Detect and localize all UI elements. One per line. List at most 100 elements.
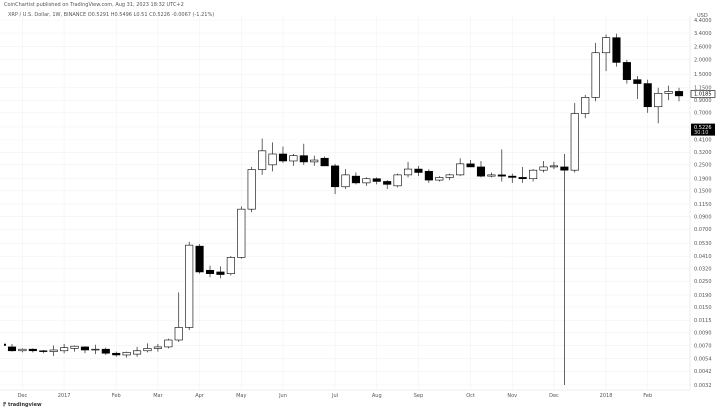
candle	[226, 256, 235, 276]
y-tick-label: 0.0070	[694, 343, 712, 349]
candle-body	[101, 348, 110, 354]
candle-body	[529, 169, 538, 180]
candle	[112, 351, 121, 357]
candle-body	[601, 37, 611, 54]
candle-body	[383, 181, 392, 185]
x-tick-label: Apr	[195, 393, 205, 399]
price-tag-outline	[690, 90, 716, 98]
x-tick-label: Feb	[643, 393, 652, 399]
x-tick-label: 2018	[600, 393, 613, 399]
candle	[456, 158, 465, 177]
candle-body	[143, 348, 152, 352]
y-tick-label: 0.0900	[694, 214, 712, 220]
candle	[445, 173, 454, 181]
candle-body	[341, 174, 350, 188]
candle	[508, 173, 517, 183]
candle-body	[174, 327, 183, 341]
candle	[122, 351, 131, 358]
tradingview-icon: ⁋	[3, 402, 7, 408]
candle	[539, 160, 548, 173]
y-tick-label: 3.4000	[694, 31, 712, 37]
candle-body	[508, 175, 517, 178]
candle	[247, 166, 256, 213]
candle	[570, 103, 579, 173]
logo-text: tradingview	[7, 402, 42, 408]
candle	[143, 343, 152, 353]
y-tick-label: 0.0190	[694, 293, 712, 299]
candle-body	[351, 175, 360, 184]
candle	[403, 161, 413, 178]
candle-body	[456, 163, 465, 176]
candle-body	[612, 37, 621, 63]
candle-body	[633, 79, 642, 84]
candle	[320, 156, 329, 167]
series-start-marker	[4, 343, 6, 346]
candle	[289, 153, 298, 166]
candle-body	[91, 348, 100, 351]
candle	[299, 143, 308, 165]
candle	[581, 94, 590, 119]
x-tick-label: Dec	[549, 393, 559, 399]
price-tag-current-text: 0.5226	[694, 125, 712, 131]
candle-body	[112, 352, 121, 356]
candle-body	[268, 153, 277, 166]
candle	[560, 153, 569, 385]
x-tick-label: Nov	[507, 393, 517, 399]
candle	[18, 348, 27, 353]
candle	[529, 169, 538, 182]
candle	[633, 76, 642, 100]
time-axis: Dec 2017 Feb Mar Apr May Jun Jul Aug Sep Oct Nov Dec…	[18, 393, 653, 399]
candle-body	[424, 171, 433, 181]
y-tick-label: 0.7000	[694, 111, 712, 117]
y-tick-label: 0.0150	[694, 305, 712, 311]
candle	[372, 177, 381, 185]
candle-body	[591, 52, 600, 98]
candle	[414, 165, 423, 177]
y-tick-label: 1.1500	[694, 86, 712, 92]
candle	[622, 59, 631, 84]
candle	[497, 149, 506, 182]
y-tick-label: 0.0042	[694, 369, 712, 375]
x-tick-label: Oct	[466, 393, 475, 399]
candle-body	[60, 347, 69, 352]
x-tick-label: Feb	[112, 393, 121, 399]
candle	[185, 241, 194, 331]
candle-body	[435, 177, 444, 181]
chart-caption: CoinChartist published on TradingView.co…	[4, 2, 184, 8]
candle	[383, 180, 392, 190]
x-tick-label: May	[236, 393, 246, 399]
candle-body	[549, 165, 558, 168]
candle	[70, 345, 79, 352]
candle	[424, 169, 433, 183]
candle	[487, 172, 496, 178]
candle	[331, 163, 340, 195]
candle-body	[258, 150, 267, 170]
candle-body	[299, 155, 308, 163]
x-tick-label: Sep	[414, 393, 423, 399]
candle-body	[539, 166, 548, 171]
grid-lines	[0, 16, 690, 390]
candle-body	[310, 159, 319, 163]
candle-body	[237, 208, 246, 258]
y-tick-label: 0.0054	[694, 356, 712, 362]
candle	[133, 346, 142, 357]
x-tick-label: Mar	[153, 393, 163, 399]
candle	[601, 34, 611, 72]
candle	[258, 138, 267, 175]
y-tick-label: 0.9000	[694, 98, 712, 104]
candle	[549, 161, 558, 170]
y-tick-label: 0.4100	[694, 138, 712, 144]
candle-body	[654, 93, 663, 108]
candle	[216, 266, 225, 279]
candle-body	[80, 346, 90, 351]
candle-body	[466, 163, 475, 168]
candle-body	[393, 174, 402, 187]
y-tick-label: 0.0250	[694, 279, 712, 285]
candle	[91, 344, 100, 355]
candle-body	[414, 168, 423, 173]
candle-body	[216, 271, 225, 275]
y-tick-label: 0.0090	[694, 331, 712, 337]
x-tick-label: Jul	[331, 393, 338, 399]
